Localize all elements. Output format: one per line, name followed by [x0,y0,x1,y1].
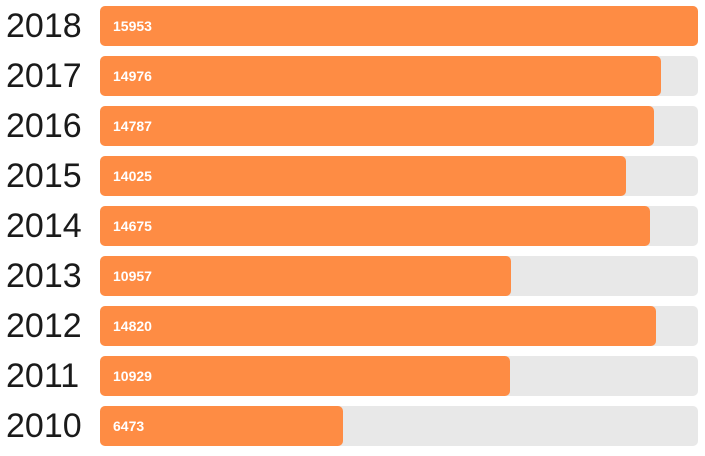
bar [100,406,343,446]
category-label: 2017 [6,57,82,95]
bar-track: 14976 [100,56,698,96]
bar-track: 14025 [100,156,698,196]
bar [100,56,661,96]
bar-track: 10957 [100,256,698,296]
category-label: 2016 [6,107,82,145]
category-label: 2013 [6,257,82,295]
bar-row: 2016 14787 [0,106,705,156]
value-label: 14025 [113,168,152,184]
bar-row: 2018 15953 [0,6,705,56]
value-label: 10929 [113,368,152,384]
category-label: 2011 [6,357,80,395]
value-label: 14675 [113,218,152,234]
bar-row: 2011 10929 [0,356,705,406]
bar [100,256,511,296]
bar-row: 2015 14025 [0,156,705,206]
bar-track: 14787 [100,106,698,146]
value-label: 14976 [113,68,152,84]
bar-track: 15953 [100,6,698,46]
bar-row: 2010 6473 [0,406,705,456]
bar-track: 6473 [100,406,698,446]
bar-track: 14820 [100,306,698,346]
value-label: 6473 [113,418,145,434]
value-label: 10957 [113,268,152,284]
bar-row: 2012 14820 [0,306,705,356]
value-label: 14820 [113,318,152,334]
category-label: 2015 [6,157,82,195]
bar-track: 10929 [100,356,698,396]
value-label: 14787 [113,118,152,134]
category-label: 2012 [6,307,82,345]
value-label: 15953 [113,18,152,34]
bar-row: 2013 10957 [0,256,705,306]
bar [100,356,510,396]
category-label: 2018 [6,7,82,45]
bar [100,306,656,346]
category-label: 2014 [6,207,82,245]
bar-track: 14675 [100,206,698,246]
bar-row: 2017 14976 [0,56,705,106]
bar [100,206,650,246]
bar [100,6,698,46]
bar [100,156,626,196]
bar [100,106,654,146]
category-label: 2010 [6,407,82,445]
bar-row: 2014 14675 [0,206,705,256]
